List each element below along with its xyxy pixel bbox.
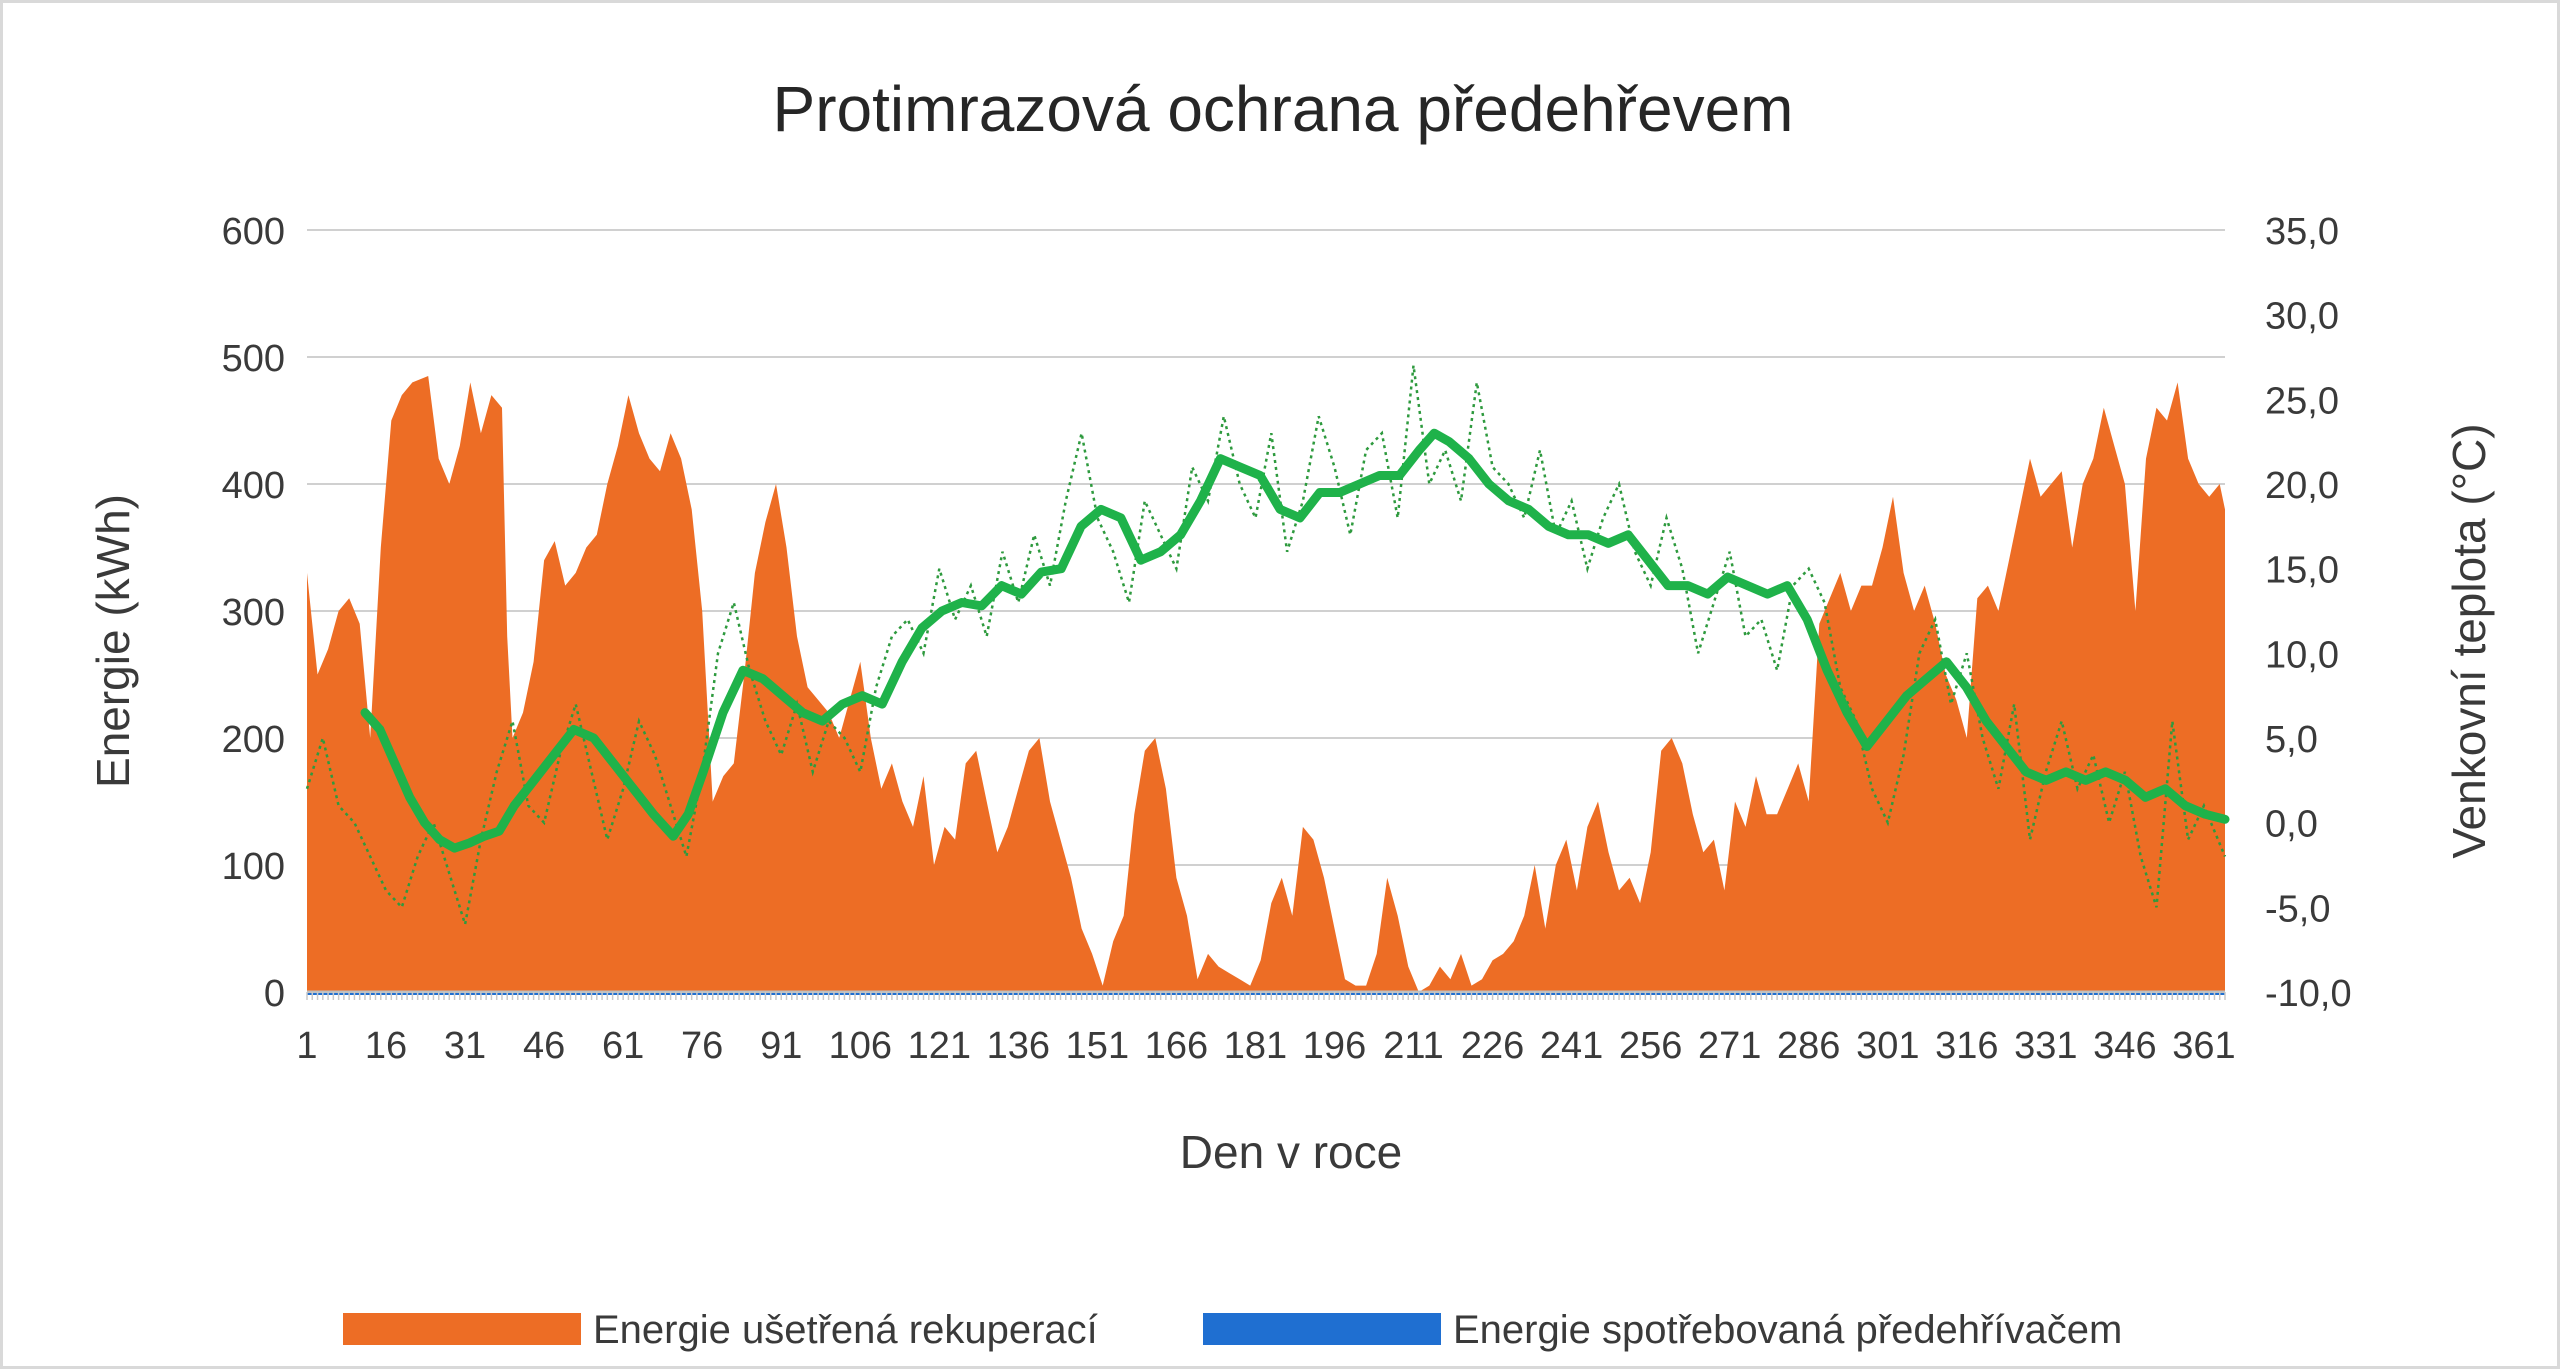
y-tick-label: 200 — [222, 719, 285, 761]
chart-title: Protimrazová ochrana předehřevem — [773, 73, 1794, 145]
y-tick-label: 500 — [222, 338, 285, 380]
x-tick-label: 136 — [987, 1025, 1050, 1067]
x-tick-label: 16 — [365, 1025, 407, 1067]
recovered-energy-series — [307, 376, 2225, 992]
recovered-energy-area — [307, 376, 2225, 992]
y-axis-right: -10,0 -5,0 0,0 5,0 10,0 15,0 20,0 25,0 30,0 35,0 — [2265, 211, 2352, 1015]
x-tick-label: 46 — [523, 1025, 565, 1067]
x-tick-label: 286 — [1777, 1025, 1840, 1067]
x-tick-label: 1 — [296, 1025, 317, 1067]
x-tick-label: 106 — [829, 1025, 892, 1067]
x-tick-label: 226 — [1461, 1025, 1524, 1067]
x-tick-label: 121 — [908, 1025, 971, 1067]
legend: Energie ušetřená rekuperací Energie spot… — [343, 1308, 2122, 1352]
x-tick-label: 256 — [1619, 1025, 1682, 1067]
y2-tick-label: 20,0 — [2265, 465, 2339, 507]
legend-swatch-preheater — [1203, 1313, 1441, 1345]
y-tick-label: 100 — [222, 846, 285, 888]
x-tick-label: 196 — [1303, 1025, 1366, 1067]
y-axis-title: Energie (kWh) — [87, 494, 139, 788]
x-axis-title: Den v roce — [1180, 1126, 1402, 1178]
x-tick-label: 316 — [1935, 1025, 1998, 1067]
x-tick-label: 331 — [2014, 1025, 2077, 1067]
x-tick-label: 361 — [2172, 1025, 2235, 1067]
x-tick-label: 61 — [602, 1025, 644, 1067]
y2-tick-label: 5,0 — [2265, 719, 2318, 761]
average-temperature-line — [360, 428, 2230, 853]
x-tick-label: 211 — [1383, 1025, 1444, 1067]
y2-tick-label: -10,0 — [2265, 973, 2352, 1015]
legend-label-preheater: Energie spotřebovaná předehřívačem — [1453, 1308, 2122, 1352]
y2-tick-label: 10,0 — [2265, 634, 2339, 676]
x-tick-label: 181 — [1224, 1025, 1287, 1067]
x-tick-label: 76 — [681, 1025, 723, 1067]
x-tick-label: 91 — [760, 1025, 802, 1067]
y-tick-label: 400 — [222, 465, 285, 507]
chart-svg: Protimrazová ochrana předehřevem 1 16 31 46… — [87, 73, 2495, 1352]
y-tick-label: 300 — [222, 592, 285, 634]
y2-tick-label: 25,0 — [2265, 380, 2339, 422]
x-axis: 1 16 31 46 61 76 91 106 121 136 151 166 181 196 211 226… — [296, 990, 2236, 1067]
x-tick-label: 301 — [1856, 1025, 1919, 1067]
y-axis-left: 0 100 200 300 400 500 600 — [222, 211, 285, 1015]
y2-axis-title: Venkovní teplota (°C) — [2443, 423, 2495, 858]
y2-tick-label: 30,0 — [2265, 296, 2339, 338]
y2-tick-label: -5,0 — [2265, 888, 2330, 930]
y-tick-label: 0 — [264, 973, 285, 1015]
x-tick-label: 346 — [2093, 1025, 2156, 1067]
legend-swatch-recovered — [343, 1313, 581, 1345]
y2-tick-label: 15,0 — [2265, 550, 2339, 592]
x-tick-label: 241 — [1540, 1025, 1603, 1067]
x-tick-label: 31 — [444, 1025, 486, 1067]
x-tick-label: 166 — [1145, 1025, 1208, 1067]
y2-tick-label: 0,0 — [2265, 804, 2318, 846]
legend-label-recovered: Energie ušetřená rekuperací — [593, 1308, 1098, 1352]
y-tick-label: 600 — [222, 211, 285, 253]
x-tick-label: 271 — [1698, 1025, 1761, 1067]
average-temperature-series — [360, 428, 2230, 853]
y2-tick-label: 35,0 — [2265, 211, 2339, 253]
x-tick-label: 151 — [1066, 1025, 1129, 1067]
